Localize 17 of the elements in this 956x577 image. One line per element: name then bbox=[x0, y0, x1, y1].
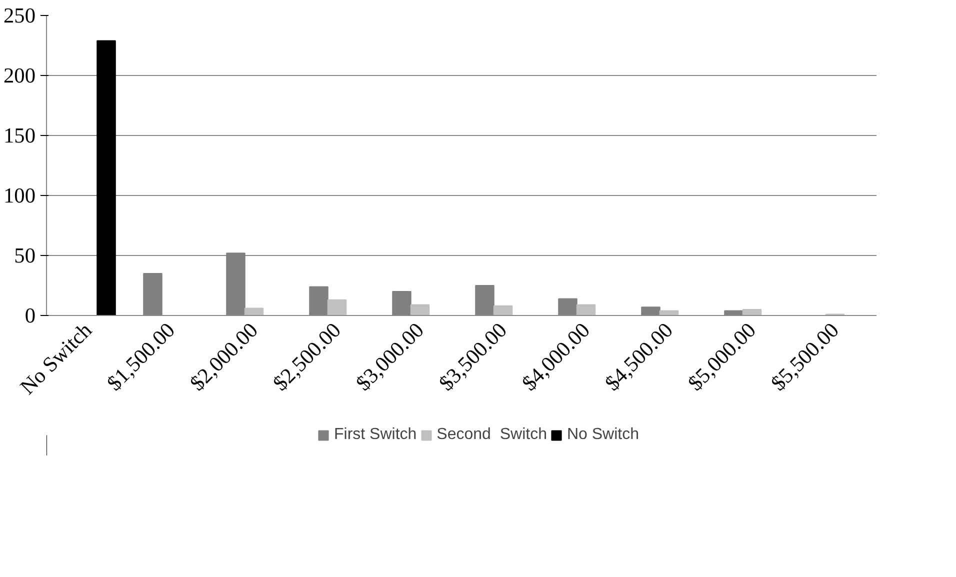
bar bbox=[327, 299, 347, 316]
bar bbox=[742, 309, 762, 316]
y-tick-label: 150 bbox=[4, 124, 36, 148]
legend-label: No Switch bbox=[566, 426, 639, 444]
legend-label: Second Switch bbox=[436, 426, 547, 444]
y-tick-label: 250 bbox=[4, 4, 36, 28]
bar bbox=[493, 305, 513, 316]
bar bbox=[576, 304, 596, 316]
y-tick-label: 0 bbox=[24, 304, 36, 328]
bar bbox=[410, 304, 430, 316]
y-tick-label: 50 bbox=[14, 244, 36, 268]
bar bbox=[659, 310, 679, 316]
y-tick-label: 200 bbox=[4, 64, 36, 88]
bar bbox=[244, 308, 264, 316]
bar bbox=[96, 40, 116, 316]
y-tick-label: 100 bbox=[4, 184, 36, 208]
legend-label: First Switch bbox=[334, 426, 417, 444]
